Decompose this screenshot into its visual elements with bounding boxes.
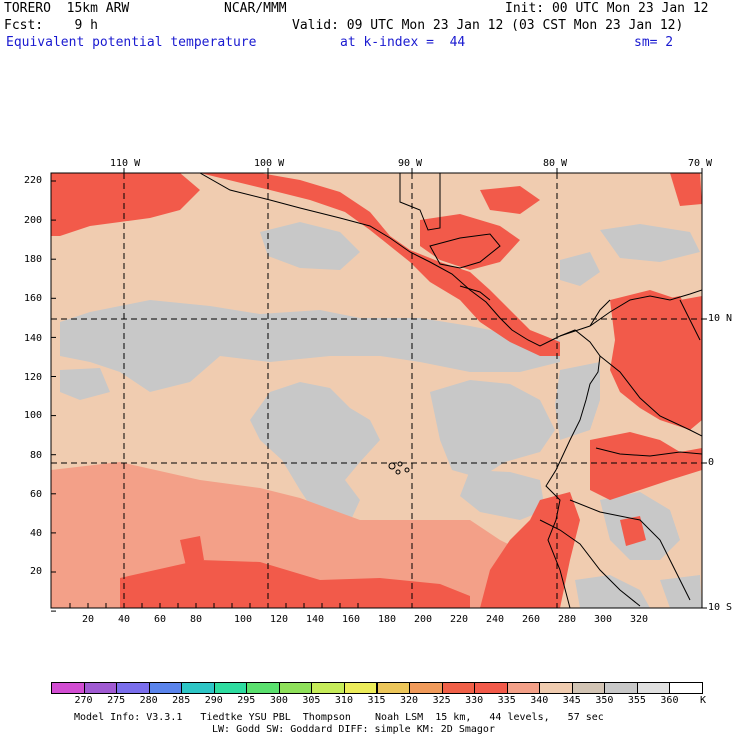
- y-tick-label: 120: [24, 372, 43, 383]
- colorbar-swatch: [441, 682, 476, 694]
- colorbar-swatch: [148, 682, 183, 694]
- x-tick-label: 160: [342, 614, 361, 625]
- colorbar-swatch: [181, 682, 215, 694]
- x-tick-label: 240: [486, 614, 505, 625]
- lon-label: 90 W: [398, 158, 423, 169]
- colorbar-label: 310: [334, 695, 353, 706]
- colorbar-label: 295: [237, 695, 256, 706]
- colorbar-label: 325: [432, 695, 451, 706]
- colorbar-swatch: [571, 682, 606, 694]
- colorbar-swatch: [213, 682, 248, 694]
- lon-label: 80 W: [543, 158, 568, 169]
- x-tick-label: 200: [414, 614, 433, 625]
- smoothing-info: sm= 2: [634, 35, 674, 50]
- map-frame: [50, 172, 703, 609]
- x-tick-label: 100: [234, 614, 253, 625]
- y-tick-label: 100: [24, 410, 43, 421]
- model-name: TORERO 15km ARW: [4, 1, 130, 16]
- field-name: Equivalent potential temperature: [6, 35, 257, 50]
- colorbar-swatch: [539, 682, 573, 694]
- colorbar-swatch: [409, 682, 443, 694]
- colorbar-label: 320: [400, 695, 419, 706]
- coastlines: [199, 173, 702, 608]
- colorbar-label: 290: [204, 695, 223, 706]
- colorbar-label: 330: [465, 695, 484, 706]
- colorbar-swatch: [116, 682, 150, 694]
- field-red-regions: [51, 173, 702, 608]
- graticule: [51, 173, 702, 608]
- lat-label: 10 S: [708, 602, 733, 613]
- y-tick-label: 180: [24, 254, 43, 265]
- colorbar-swatch: [604, 682, 638, 694]
- colorbar-label: 305: [302, 695, 321, 706]
- colorbar-swatch: [311, 682, 345, 694]
- y-tick-label: 60: [30, 489, 43, 500]
- y-tick-label: 20: [30, 566, 43, 577]
- x-tick-label: 220: [450, 614, 469, 625]
- colorbar-label: 335: [497, 695, 516, 706]
- colorbar-label: 280: [139, 695, 158, 706]
- colorbar-swatch: [506, 682, 541, 694]
- forecast-hour: Fcst: 9 h: [4, 18, 98, 33]
- colorbar-label: 285: [172, 695, 191, 706]
- colorbar-swatch: [51, 682, 85, 694]
- colorbar-label: 355: [627, 695, 646, 706]
- colorbar-swatch: [474, 682, 508, 694]
- y-tick-label: 80: [30, 450, 43, 461]
- x-tick-label: 300: [594, 614, 613, 625]
- axis-ticks: [51, 168, 707, 612]
- colorbar-label: 275: [107, 695, 126, 706]
- x-tick-label: 20: [82, 614, 95, 625]
- colorbar-swatch: [669, 682, 703, 694]
- y-tick-label: 40: [30, 528, 43, 539]
- x-tick-label: 40: [118, 614, 131, 625]
- lat-label: 10 N: [708, 313, 733, 324]
- x-tick-label: 120: [270, 614, 289, 625]
- colorbar-label: 360: [660, 695, 679, 706]
- colorbar-label: 300: [269, 695, 288, 706]
- y-tick-label: 200: [24, 215, 43, 226]
- valid-time: Valid: 09 UTC Mon 23 Jan 12 (03 CST Mon …: [292, 18, 684, 33]
- colorbar-swatch: [636, 682, 671, 694]
- org-name: NCAR/MMM: [224, 1, 287, 16]
- field-grey-regions: [60, 222, 702, 608]
- x-tick-label: 60: [154, 614, 167, 625]
- init-time: Init: 00 UTC Mon 23 Jan 12: [505, 1, 709, 16]
- lon-label: 70 W: [688, 158, 713, 169]
- colorbar-swatch: [343, 682, 378, 694]
- y-tick-label: 140: [24, 333, 43, 344]
- y-tick-label: 220: [24, 175, 43, 186]
- x-tick-label: 280: [558, 614, 577, 625]
- colorbar-label: 350: [595, 695, 614, 706]
- colorbar-swatch: [278, 682, 313, 694]
- colorbar-swatch: [376, 682, 411, 694]
- x-tick-label: 80: [190, 614, 203, 625]
- y-tick-label: 160: [24, 293, 43, 304]
- level-info: at k-index = 44: [340, 35, 466, 50]
- colorbar-unit: K: [699, 695, 707, 706]
- lat-label: 0: [708, 457, 715, 468]
- x-tick-label: 320: [630, 614, 649, 625]
- colorbar-label: 315: [367, 695, 386, 706]
- x-tick-label: 260: [522, 614, 541, 625]
- colorbar-swatch: [246, 682, 280, 694]
- lon-label: 110 W: [110, 158, 141, 169]
- colorbar-label: 340: [530, 695, 549, 706]
- model-physics: LW: Godd SW: Goddard DIFF: simple KM: 2D…: [212, 724, 495, 735]
- x-tick-label: 140: [306, 614, 325, 625]
- colorbar-label: 270: [74, 695, 93, 706]
- colorbar-label: 345: [562, 695, 581, 706]
- colorbar-swatch: [83, 682, 118, 694]
- x-tick-label: 180: [378, 614, 397, 625]
- model-info: Model Info: V3.3.1 Tiedtke YSU PBL Thomp…: [74, 712, 604, 723]
- lon-label: 100 W: [254, 158, 285, 169]
